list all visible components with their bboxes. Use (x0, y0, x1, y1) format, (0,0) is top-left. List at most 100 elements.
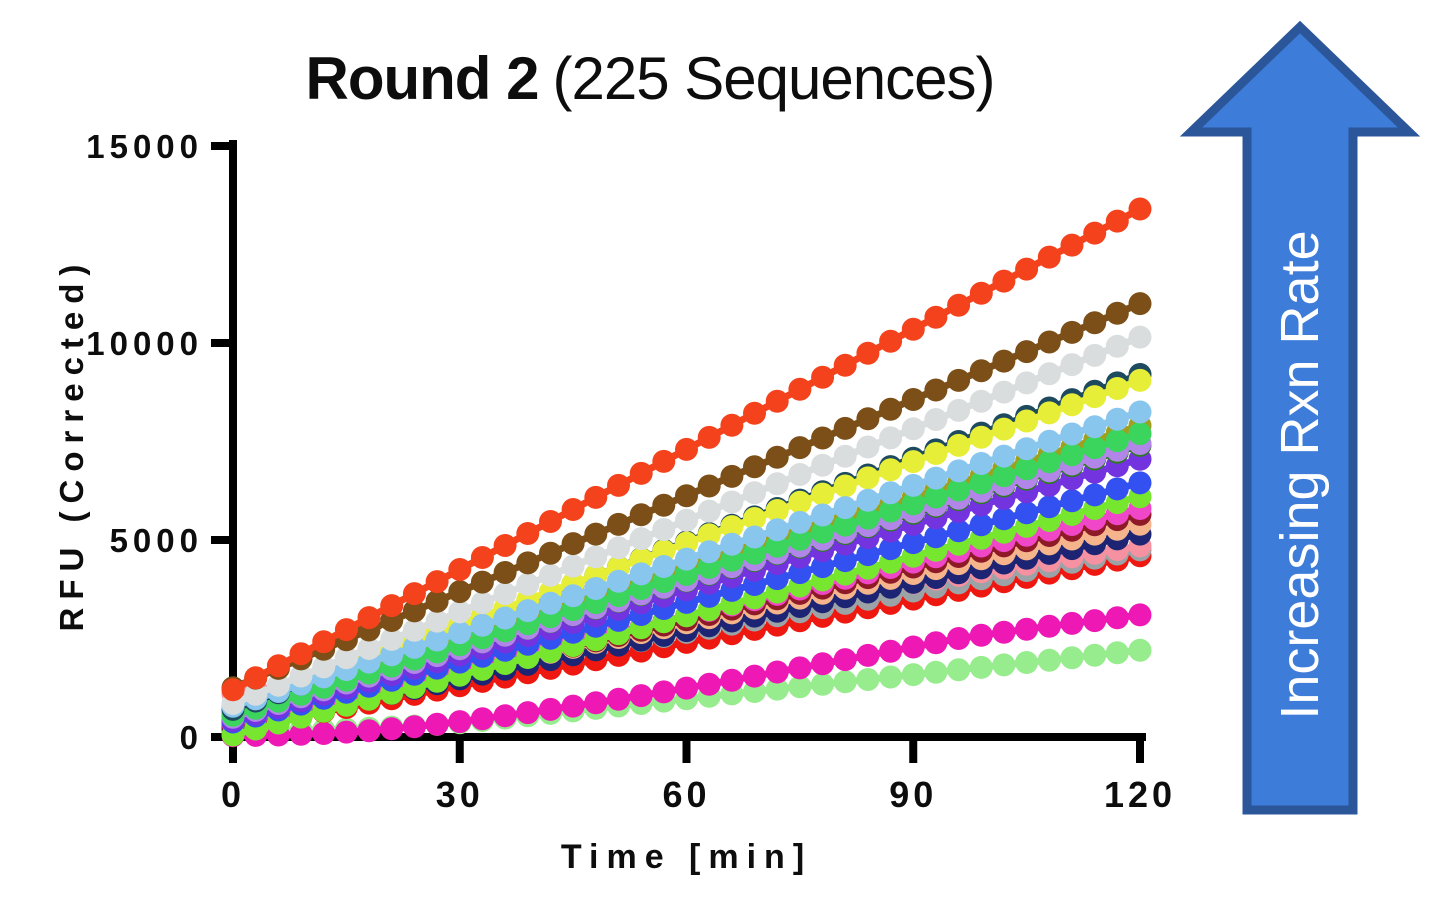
series-marker (561, 498, 585, 521)
series-marker (380, 717, 404, 741)
series-marker (312, 722, 336, 745)
series-marker (947, 433, 971, 457)
series-marker (629, 562, 653, 586)
series-marker (493, 606, 517, 630)
series-marker (811, 652, 835, 676)
series-marker (425, 589, 449, 613)
series-marker (879, 458, 903, 482)
series-marker (493, 582, 517, 606)
series-marker (289, 642, 313, 666)
y-tick-label: 5000 (110, 522, 203, 559)
series-brown (221, 292, 1152, 700)
series-marker (947, 627, 971, 650)
series-marker (652, 680, 676, 704)
series-marker (901, 635, 925, 659)
series-marker (924, 485, 948, 509)
y-tick-label: 10000 (86, 325, 203, 362)
series-marker (539, 591, 562, 615)
x-tick-label: 60 (662, 774, 710, 815)
series-marker (402, 599, 426, 623)
series-marker (675, 531, 698, 555)
series-marker (425, 609, 449, 633)
y-tick-label: 15000 (86, 128, 203, 165)
series-marker (969, 513, 993, 537)
series-marker (788, 527, 812, 551)
series-marker (879, 329, 903, 353)
series-marker (1015, 340, 1039, 364)
series-marker (811, 520, 835, 544)
series-marker (901, 473, 925, 497)
series-marker (833, 549, 857, 573)
series-marker (765, 677, 789, 701)
series-marker (470, 591, 494, 615)
series-marker (992, 380, 1016, 404)
series-marker (924, 305, 948, 329)
series-marker (561, 584, 585, 608)
series-marker (788, 656, 812, 680)
series-marker (1060, 320, 1084, 344)
series-marker (675, 508, 698, 532)
series-marker (448, 580, 472, 604)
series-marker (1128, 197, 1152, 221)
series-marker (1060, 443, 1084, 467)
series-marker (1015, 371, 1039, 395)
series-marker (788, 436, 812, 460)
series-marker (652, 518, 676, 541)
series-marker (1128, 638, 1152, 662)
series-marker (629, 503, 653, 527)
series-marker (334, 646, 358, 670)
series-marker (425, 712, 449, 736)
chart-title-round: Round 2 (305, 45, 540, 112)
series-marker (856, 341, 880, 365)
series-marker (1105, 429, 1129, 453)
series-marker (856, 488, 880, 512)
series-marker (334, 720, 358, 744)
series-marker (516, 572, 540, 596)
series-marker (289, 722, 313, 746)
series-marker (947, 368, 971, 392)
series-marker (992, 444, 1016, 468)
series-marker (1083, 343, 1107, 367)
series-marker (357, 606, 381, 630)
series-marker (697, 474, 721, 498)
series-marker (765, 518, 789, 542)
series-marker (652, 449, 676, 473)
series-marker (720, 532, 744, 556)
series-marker (402, 715, 426, 739)
series-marker (969, 452, 993, 475)
series-marker (1083, 483, 1107, 507)
series-marker (856, 543, 880, 567)
series-marker (833, 648, 857, 672)
series-marker (969, 359, 993, 383)
series-marker (720, 515, 744, 539)
rxn-arrow-label: Increasing Rxn Rate (1270, 230, 1330, 720)
series-marker (1128, 400, 1152, 424)
series-marker (1083, 643, 1107, 667)
series-marker (1037, 401, 1061, 425)
series-marker (879, 665, 903, 689)
series-marker (425, 570, 449, 594)
series-marker (1015, 651, 1039, 674)
series-marker (425, 628, 449, 652)
series-marker (1105, 606, 1129, 630)
series-marker (561, 532, 585, 556)
series-marker (448, 600, 472, 624)
series-marker (992, 620, 1016, 644)
series-marker (357, 719, 381, 743)
series-marker (743, 664, 766, 688)
series-marker (357, 637, 381, 660)
series-marker (652, 555, 676, 578)
series-marker (266, 673, 290, 697)
series-marker (743, 525, 766, 549)
series-marker (607, 569, 630, 593)
series-marker (901, 663, 925, 687)
series-marker (856, 643, 880, 667)
series-marker (720, 464, 744, 488)
series-marker (969, 389, 993, 413)
series-marker (1128, 471, 1152, 495)
series-marker (924, 442, 948, 465)
series-marker (856, 466, 880, 490)
series-marker (1083, 609, 1107, 633)
series-marker (402, 618, 426, 642)
